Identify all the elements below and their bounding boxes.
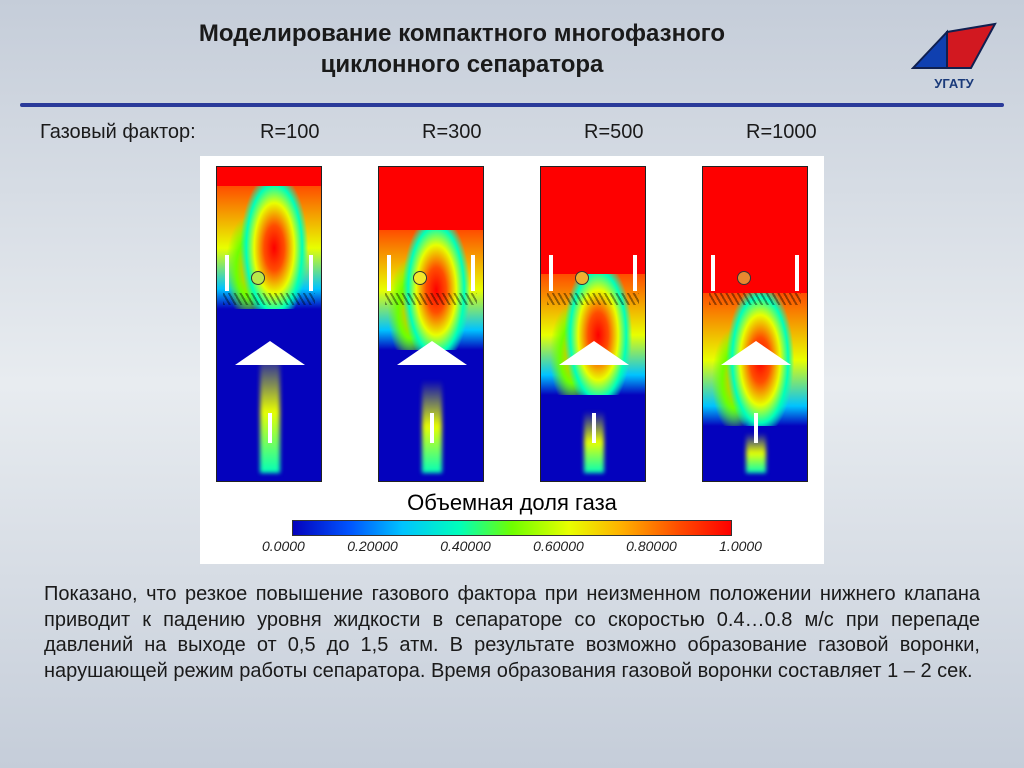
colorbar-tick: 0.0000: [262, 538, 305, 554]
gas-factor-label: Газовый фактор:: [40, 121, 240, 144]
colorbar-ticks: 0.0000 0.20000 0.40000 0.60000 0.80000 1…: [262, 538, 762, 554]
level-marker: [575, 271, 589, 285]
colorbar-tick: 0.60000: [533, 538, 584, 554]
colorbar-tick: 0.20000: [347, 538, 398, 554]
colorbar-tick: 0.40000: [440, 538, 491, 554]
logo-label: УГАТУ: [904, 76, 1004, 91]
level-marker: [251, 271, 265, 285]
colorbar-tick: 1.0000: [719, 538, 762, 554]
simulation-panel: [378, 166, 484, 482]
level-marker: [737, 271, 751, 285]
simulation-panels: [216, 166, 808, 482]
simulation-panel: [702, 166, 808, 482]
title-line-2: циклонного сепаратора: [321, 51, 604, 78]
logo-icon: [911, 18, 997, 72]
gas-factor-row: Газовый фактор: R=100 R=300 R=500 R=1000: [0, 107, 1024, 152]
colorbar: [292, 520, 732, 536]
body-paragraph: Показано, что резкое повышение газового …: [0, 564, 1024, 684]
colorbar-tick: 0.80000: [626, 538, 677, 554]
factor-value-2: R=500: [564, 121, 726, 144]
page-title: Моделирование компактного многофазного ц…: [20, 18, 904, 80]
factor-value-1: R=300: [402, 121, 564, 144]
level-marker: [413, 271, 427, 285]
title-line-1: Моделирование компактного многофазного: [199, 20, 725, 47]
legend-title: Объемная доля газа: [216, 490, 808, 516]
simulation-panel: [540, 166, 646, 482]
factor-value-0: R=100: [240, 121, 402, 144]
legend: Объемная доля газа 0.0000 0.20000 0.4000…: [216, 490, 808, 554]
simulation-background: Объемная доля газа 0.0000 0.20000 0.4000…: [200, 156, 824, 564]
simulation-area: Объемная доля газа 0.0000 0.20000 0.4000…: [0, 156, 1024, 564]
factor-value-3: R=1000: [726, 121, 888, 144]
simulation-panel: [216, 166, 322, 482]
header: Моделирование компактного многофазного ц…: [0, 0, 1024, 91]
logo: УГАТУ: [904, 18, 1004, 91]
